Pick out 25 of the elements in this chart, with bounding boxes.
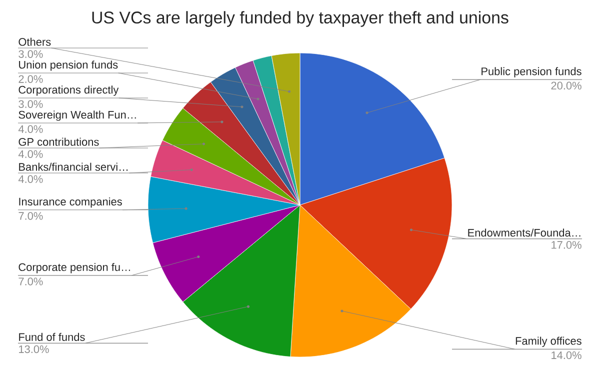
data-label: 14.0% (552, 351, 582, 360)
data-label: 13.0% (19, 345, 49, 354)
data-label: 4.0% (18, 175, 43, 183)
slice-label: Union pension funds (19, 60, 118, 71)
data-label: 3.0% (18, 50, 43, 58)
slice-label: Sovereign Wealth Fun… (18, 110, 136, 121)
slice-label: Banks/financial servi… (19, 162, 128, 171)
data-label: 20.0% (551, 82, 582, 90)
slice-label: Public pension funds (482, 67, 582, 78)
chart-title: US VCs are largely funded by taxpayer theft and unions (92, 11, 508, 27)
data-label: 3.0% (18, 100, 43, 108)
data-label: 4.0% (18, 125, 43, 133)
slice-label: GP contributions (18, 138, 99, 146)
slice-label: Corporate pension fu… (18, 262, 130, 274)
data-label: 7.0% (18, 212, 43, 220)
slice-label: Family offices (516, 336, 582, 347)
data-label: 7.0% (18, 278, 43, 286)
data-label: 17.0% (552, 241, 582, 249)
slice-label: Insurance companies (19, 197, 122, 208)
data-label: 2.0% (18, 75, 43, 83)
slice-label: Others (18, 38, 51, 46)
slice-label: Endowments/Founda… (468, 228, 580, 237)
slice-label: Corporations directly (18, 86, 119, 96)
data-label: 4.0% (18, 150, 43, 158)
slice-label: Fund of funds (19, 332, 85, 341)
